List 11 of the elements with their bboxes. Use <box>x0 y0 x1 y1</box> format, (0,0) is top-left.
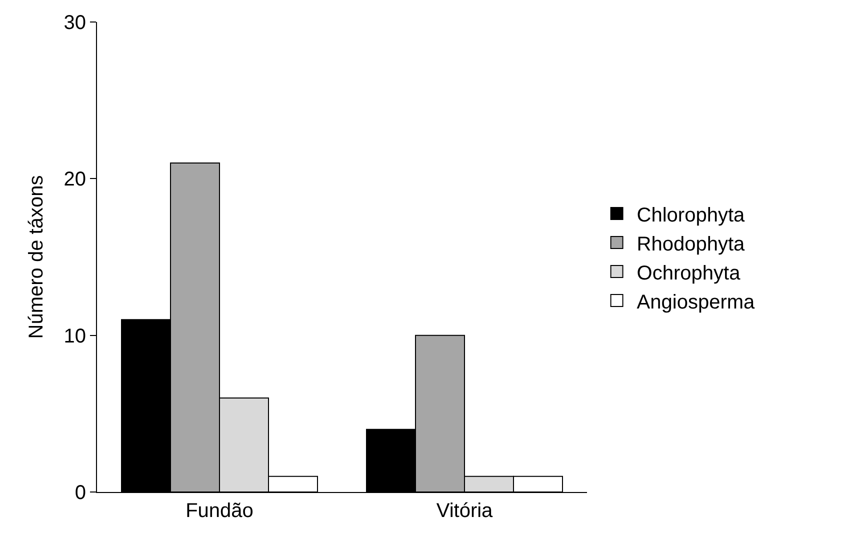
y-tick-label: 30 <box>64 12 86 34</box>
legend-label: Angiosperma <box>636 291 756 314</box>
x-tick-label: Vitória <box>436 500 494 522</box>
legend-label: Chlorophyta <box>636 204 746 226</box>
y-tick-label: 0 <box>74 482 86 504</box>
y-axis-title: Número de táxons <box>25 175 48 339</box>
y-tick-label: 10 <box>64 325 86 348</box>
legend-label: Ochrophyta <box>636 262 742 284</box>
x-tick-label: Fundão <box>186 500 254 522</box>
legend-label: Rhodophyta <box>636 233 746 256</box>
y-tick-label: 20 <box>64 168 86 191</box>
